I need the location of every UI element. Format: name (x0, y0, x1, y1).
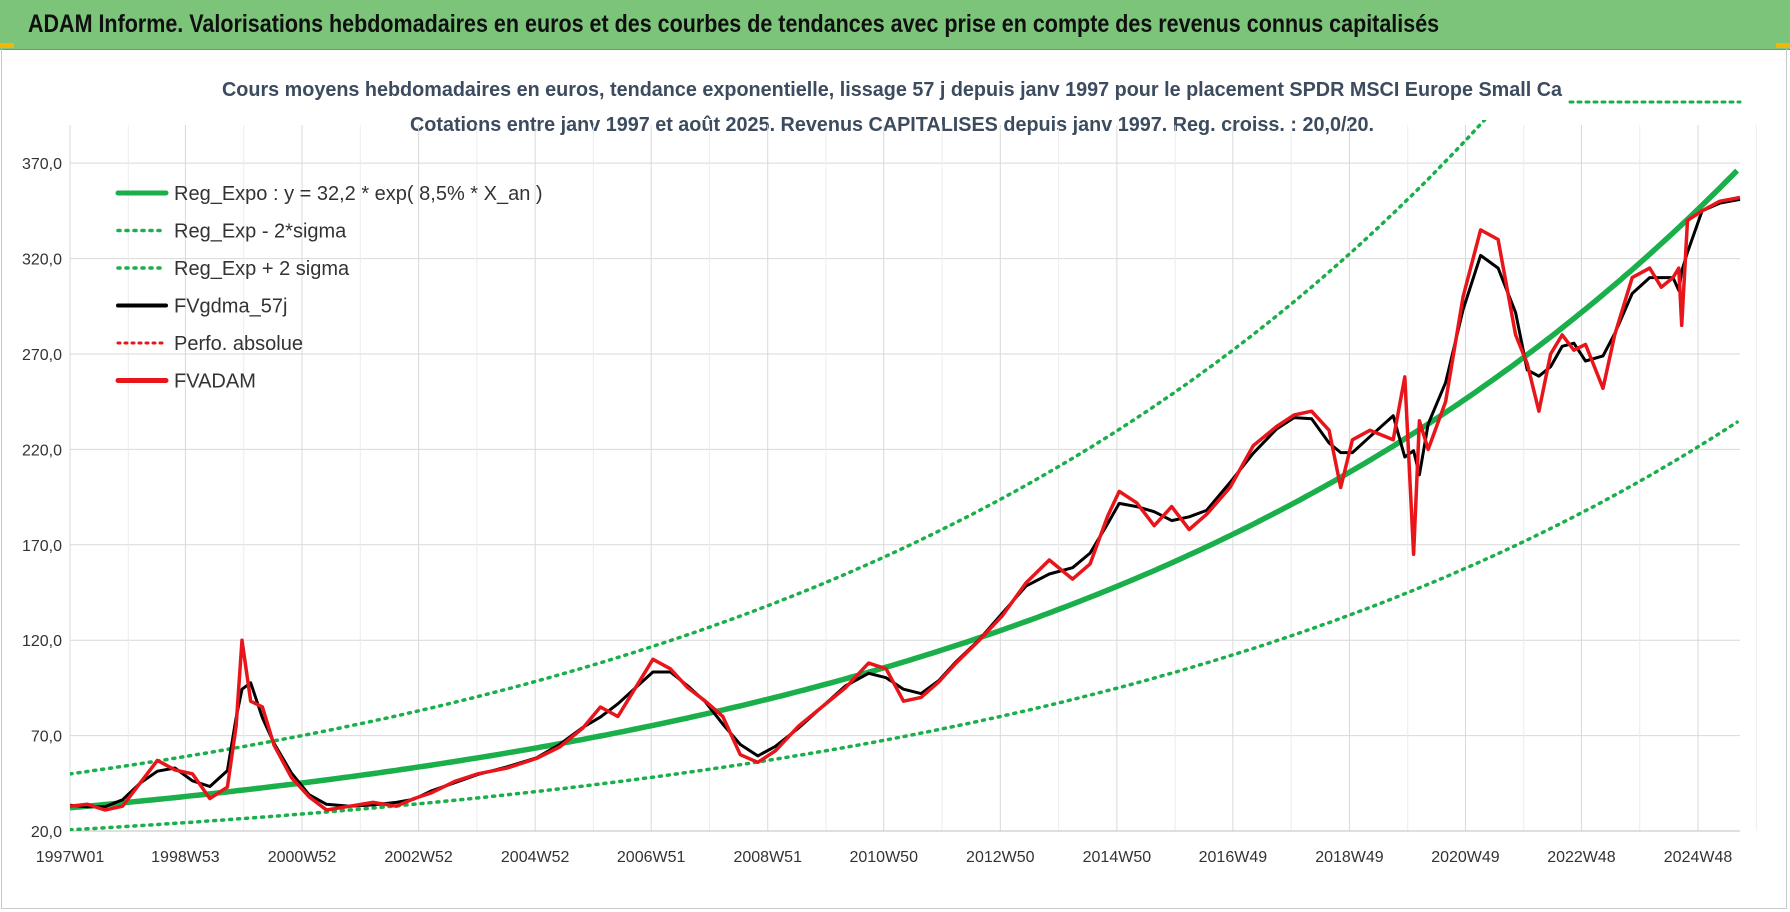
x-tick-label: 2024W48 (1664, 849, 1733, 866)
x-tick-label: 2004W52 (501, 849, 570, 866)
x-tick-label: 2006W51 (617, 849, 686, 866)
chart-title-line-1: Cours moyens hebdomadaires en euros, ten… (222, 79, 1563, 101)
x-tick-label: 2008W51 (733, 849, 802, 866)
legend-label: FVgdma_57j (174, 296, 287, 318)
series-layer (70, 120, 1741, 831)
plot-grid (69, 125, 1757, 832)
plot-axes: 20,0 70,0 120,0 170,0 220,0 270,0 320,0 370,0 19… (22, 156, 1740, 866)
series-line-reg-expo (70, 168, 1740, 811)
chart-title-line-2: Cotations entre janv 1997 et août 2025. … (410, 114, 1374, 136)
x-tick-label: 2020W49 (1431, 849, 1500, 866)
legend-label: Perfo. absolue (174, 333, 303, 355)
legend-label: Reg_Expo : y = 32,2 * exp( 8,5% * X_an ) (174, 183, 543, 205)
y-tick-label: 320,0 (22, 252, 62, 269)
x-tick-label: 2002W52 (384, 849, 453, 866)
x-tick-label: 2000W52 (268, 849, 337, 866)
x-tick-label: 2010W50 (849, 849, 918, 866)
legend-label: Reg_Exp - 2*sigma (174, 221, 347, 243)
y-tick-label: 20,0 (31, 824, 62, 841)
y-tick-label: 170,0 (22, 538, 62, 555)
legend-label: Reg_Exp + 2 sigma (174, 258, 350, 280)
y-tick-label: 120,0 (22, 633, 62, 650)
corner-marker (0, 43, 14, 48)
report-title: ADAM Informe. Valorisations hebdomadaire… (28, 10, 1440, 38)
series-line-fvadam (70, 195, 1741, 812)
x-tick-label: 2012W50 (966, 849, 1035, 866)
report-header-banner: ADAM Informe. Valorisations hebdomadaire… (0, 0, 1790, 50)
legend: Reg_Expo : y = 32,2 * exp( 8,5% * X_an )… (115, 183, 543, 393)
x-tick-label: 1997W01 (36, 849, 105, 866)
legend-label: FVADAM (174, 371, 256, 393)
corner-marker (1776, 43, 1790, 48)
x-tick-label: 2022W48 (1547, 849, 1616, 866)
y-tick-label: 70,0 (31, 729, 62, 746)
series-line-reg-exp-minus-2sigma (70, 420, 1739, 831)
y-tick-label: 220,0 (22, 442, 62, 459)
x-tick-label: 2016W49 (1199, 849, 1268, 866)
x-tick-label: 1998W53 (151, 849, 220, 866)
y-tick-label: 270,0 (22, 347, 62, 364)
y-tick-label: 370,0 (22, 156, 62, 173)
x-tick-label: 2014W50 (1083, 849, 1152, 866)
series-line-fvgdma-57j (70, 197, 1741, 809)
x-tick-label: 2018W49 (1315, 849, 1384, 866)
chart-frame (1, 49, 1787, 909)
series-line-reg-exp-plus-2sigma (70, 120, 1487, 776)
